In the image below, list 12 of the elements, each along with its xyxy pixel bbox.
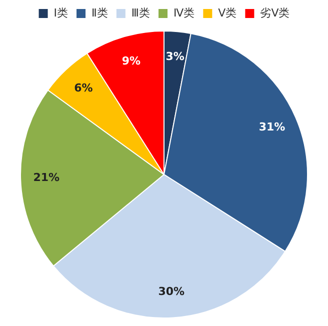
legend-label: Ⅳ类 xyxy=(174,6,195,20)
legend-label: Ⅴ类 xyxy=(218,6,237,20)
legend-label: Ⅱ类 xyxy=(92,6,108,20)
data-label: 3% xyxy=(166,50,184,64)
data-label: 30% xyxy=(158,284,185,298)
data-label: 31% xyxy=(258,120,286,134)
legend-label: Ⅲ类 xyxy=(131,6,150,20)
legend-label: 劣Ⅴ类 xyxy=(260,6,290,20)
legend-label: Ⅰ类 xyxy=(54,6,68,20)
data-label: 21% xyxy=(33,171,60,184)
data-label: 9% xyxy=(122,54,141,68)
data-label: 6% xyxy=(74,82,93,95)
